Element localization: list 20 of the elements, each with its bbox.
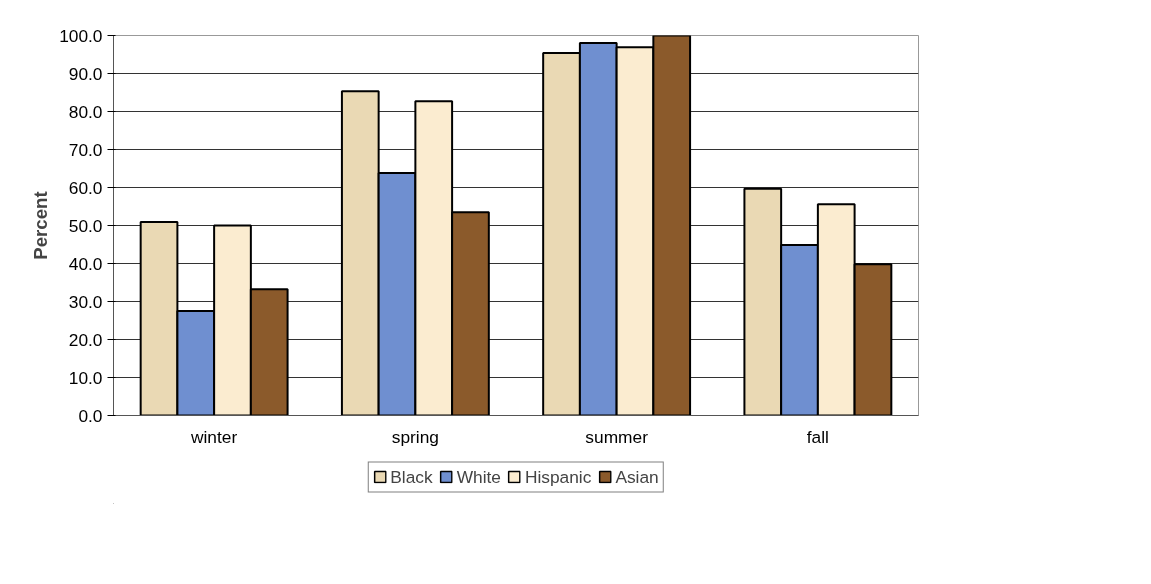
- y-tick-label: 50.0: [68, 215, 103, 236]
- legend-label: Asian: [615, 466, 659, 487]
- x-tick-label: spring: [391, 426, 439, 447]
- legend-label: White: [456, 466, 501, 487]
- x-tick-label: winter: [190, 426, 238, 447]
- x-tick-label: fall: [806, 426, 829, 447]
- y-tick-label: 80.0: [68, 101, 103, 122]
- y-tick-label: 0.0: [78, 405, 103, 426]
- x-tick-label: summer: [585, 426, 649, 447]
- y-tick-label: 70.0: [68, 139, 103, 160]
- legend-label: Hispanic: [524, 466, 592, 487]
- y-tick-label: 100.0: [59, 25, 103, 46]
- y-tick-label: 40.0: [68, 253, 103, 274]
- y-tick-label: 20.0: [68, 329, 103, 350]
- y-tick-label: 10.0: [68, 367, 103, 388]
- y-tick-label: 30.0: [68, 291, 103, 312]
- legend-label: Black: [390, 466, 433, 487]
- y-tick-label: 60.0: [68, 177, 103, 198]
- y-axis-title: Percent: [30, 191, 52, 260]
- y-tick-label: 90.0: [68, 63, 103, 84]
